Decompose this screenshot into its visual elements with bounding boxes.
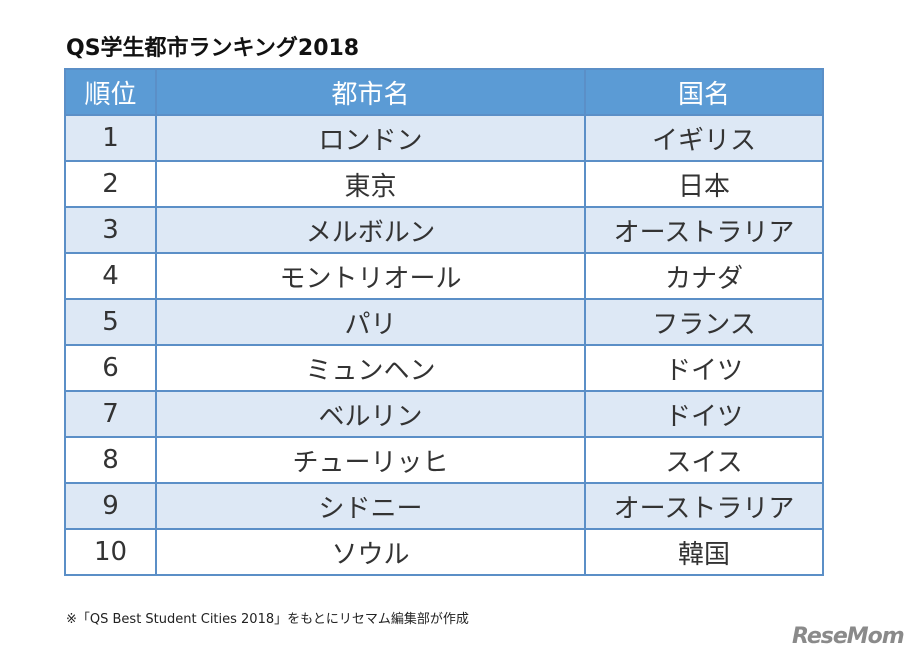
country-cell: スイス — [584, 436, 824, 484]
rank-cell: 9 — [64, 482, 157, 530]
country-cell: オーストラリア — [584, 206, 824, 254]
title: QS学生都市ランキング2018 — [66, 36, 360, 61]
table-row: 4 モントリオール カナダ — [64, 252, 824, 300]
rank-cell: 10 — [64, 528, 157, 576]
country-cell: カナダ — [584, 252, 824, 300]
rank-cell: 3 — [64, 206, 157, 254]
city-cell: モントリオール — [155, 252, 586, 300]
table-row: 3 メルボルン オーストラリア — [64, 206, 824, 254]
column-header: 都市名 — [155, 68, 586, 116]
city-cell: ロンドン — [155, 114, 586, 162]
city-cell: パリ — [155, 298, 586, 346]
rank-cell: 6 — [64, 344, 157, 392]
city-cell: メルボルン — [155, 206, 586, 254]
rank-cell: 1 — [64, 114, 157, 162]
city-cell: 東京 — [155, 160, 586, 208]
rank-cell: 2 — [64, 160, 157, 208]
table-row: 1 ロンドン イギリス — [64, 114, 824, 162]
rank-cell: 8 — [64, 436, 157, 484]
country-cell: ドイツ — [584, 344, 824, 392]
column-header: 国名 — [584, 68, 824, 116]
table-row: 8 チューリッヒ スイス — [64, 436, 824, 484]
city-cell: ベルリン — [155, 390, 586, 438]
header-row: 順位 都市名 国名 — [64, 68, 824, 116]
table-row: 9 シドニー オーストラリア — [64, 482, 824, 530]
city-cell: シドニー — [155, 482, 586, 530]
country-cell: 韓国 — [584, 528, 824, 576]
country-cell: ドイツ — [584, 390, 824, 438]
table-row: 10 ソウル 韓国 — [64, 528, 824, 576]
table-row: 7 ベルリン ドイツ — [64, 390, 824, 438]
city-cell: ソウル — [155, 528, 586, 576]
table-row: 2 東京 日本 — [64, 160, 824, 208]
country-cell: イギリス — [584, 114, 824, 162]
city-cell: チューリッヒ — [155, 436, 586, 484]
ranking-table: 順位 都市名 国名 1 ロンドン イギリス 2 東京 日本 3 メルボルン オーストラリア 4 モントリ… — [64, 68, 824, 576]
column-header: 順位 — [64, 68, 157, 116]
table-row: 6 ミュンヘン ドイツ — [64, 344, 824, 392]
country-cell: オーストラリア — [584, 482, 824, 530]
rank-cell: 4 — [64, 252, 157, 300]
logo: ReseMom — [792, 624, 905, 649]
rank-cell: 7 — [64, 390, 157, 438]
footnote: ※「QS Best Student Cities 2018」をもとにリセマム編集… — [66, 612, 469, 627]
table-row: 5 パリ フランス — [64, 298, 824, 346]
country-cell: 日本 — [584, 160, 824, 208]
table-body: 1 ロンドン イギリス 2 東京 日本 3 メルボルン オーストラリア 4 モントリオール カナダ 5 パ… — [64, 114, 824, 576]
rank-cell: 5 — [64, 298, 157, 346]
city-cell: ミュンヘン — [155, 344, 586, 392]
country-cell: フランス — [584, 298, 824, 346]
